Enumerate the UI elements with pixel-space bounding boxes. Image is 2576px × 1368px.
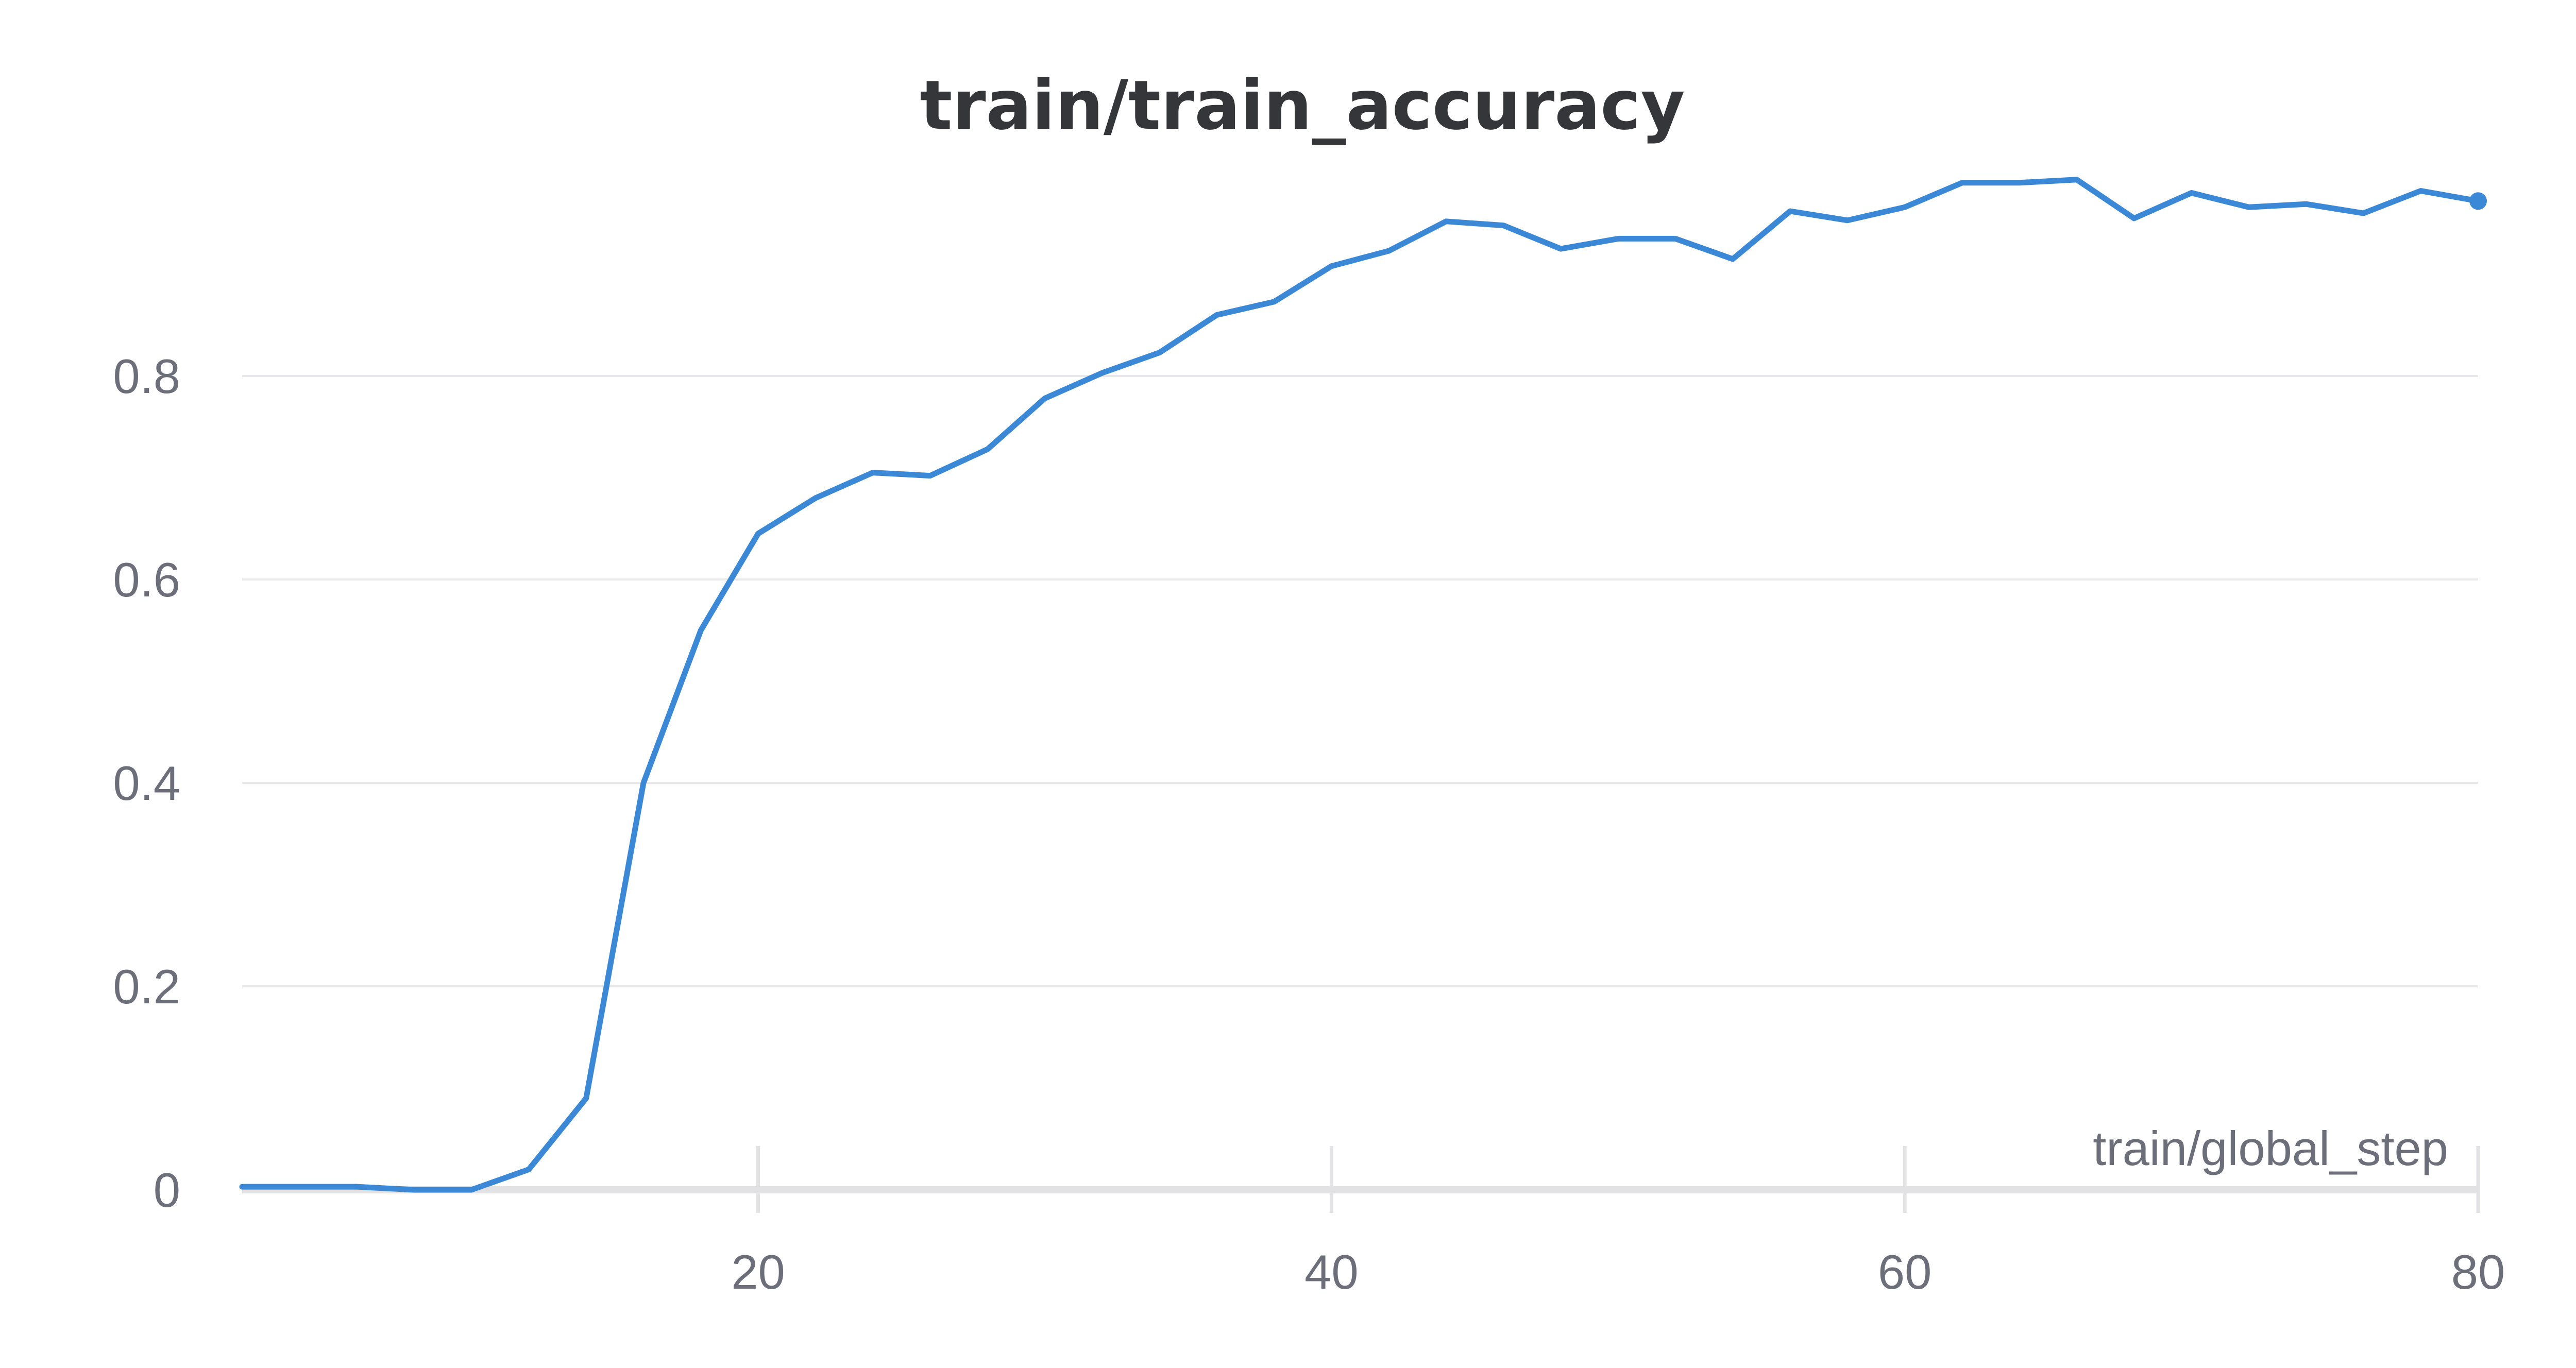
y-tick-label: 0.6: [113, 553, 180, 607]
y-tick-label: 0.2: [113, 960, 180, 1014]
chart-title: train/train_accuracy: [920, 66, 1685, 145]
series-layer: [239, 177, 2487, 1193]
y-axis-tick-labels: 0 0.2 0.4 0.6 0.8: [113, 349, 180, 1217]
y-tick-label: 0: [154, 1163, 180, 1217]
x-tick-label: 60: [1878, 1245, 1932, 1299]
grid-lines: [242, 375, 2478, 987]
x-axis: [242, 1146, 2480, 1213]
y-tick-label: 0.8: [113, 349, 180, 403]
x-tick-label: 80: [2451, 1245, 2505, 1299]
x-tick-label: 40: [1304, 1245, 1359, 1299]
y-tick-label: 0.4: [113, 756, 180, 810]
x-axis-title: train/global_step: [2093, 1121, 2448, 1175]
x-axis-tick-labels: 20 40 60 80: [731, 1245, 2505, 1299]
series-end-marker: [2469, 192, 2487, 210]
series-line: [239, 177, 2481, 1193]
x-tick-label: 20: [731, 1245, 785, 1299]
